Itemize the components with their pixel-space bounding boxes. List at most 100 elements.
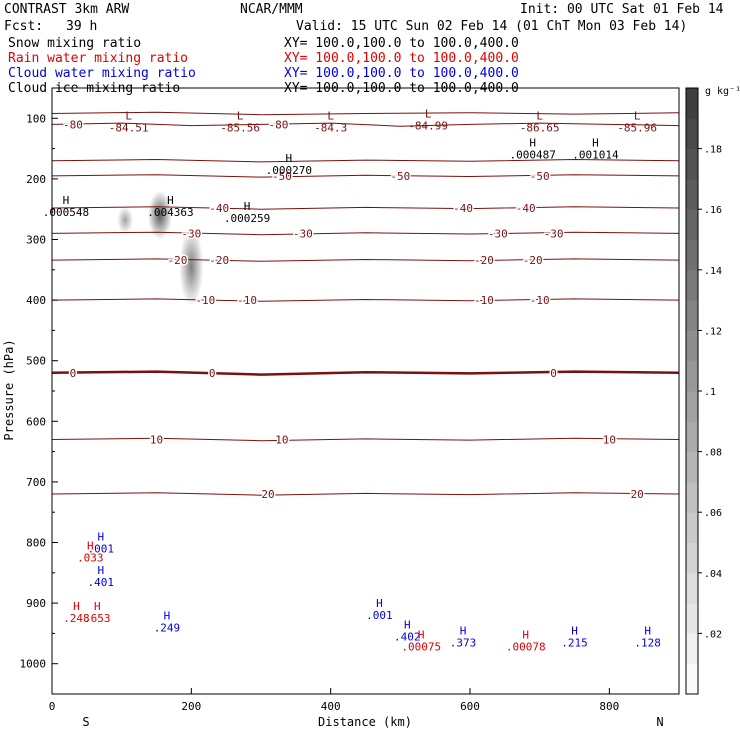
init-time: Init: 00 UTC Sat 01 Feb 14 — [520, 2, 724, 17]
field-name-snow: Snow mixing ratio — [8, 36, 142, 51]
x-axis-label: Distance (km) — [318, 715, 412, 729]
temp-contour-8 — [52, 370, 679, 376]
colorbar-tick-label: .12 — [704, 326, 722, 337]
temp-contour-5 — [52, 231, 679, 236]
x-tick-label: 400 — [321, 700, 341, 713]
forecast-label: Fcst: — [4, 19, 44, 34]
cloud-water-extremum-value: .001 — [366, 609, 393, 622]
colorbar-tick-label: .04 — [704, 569, 722, 580]
x-tick-label: 200 — [181, 700, 201, 713]
field-name-rain: Rain water mixing ratio — [8, 51, 189, 66]
temp-contour-label: -40 — [516, 202, 536, 215]
rain-extremum-value: .00078 — [506, 641, 546, 654]
temp-contour-label: 0 — [70, 367, 77, 380]
temp-contour-label: -30 — [293, 227, 313, 240]
rain-extremum-value: .248 — [63, 612, 90, 625]
colorbar-segment — [686, 118, 698, 150]
colorbar-segment — [686, 209, 698, 240]
temp-contour-label: -20 — [523, 254, 543, 267]
y-tick-label: 100 — [26, 112, 46, 125]
temp-extremum-marker: L — [425, 108, 432, 121]
ice-extremum-marker: H — [529, 137, 536, 150]
snow-shade-0 — [117, 206, 134, 234]
temperature-contours: -80 -80 -50 -50 -50 -40 -40 -40 -30 -30 -30 -30 -20 -… — [52, 111, 679, 503]
temp-contour-label: -30 — [488, 227, 508, 240]
temp-contour-label: 10 — [275, 433, 288, 446]
field-name-cloud-water: Cloud water mixing ratio — [8, 66, 196, 81]
model-title: CONTRAST 3km ARW — [4, 2, 130, 17]
cloud-water-extremum-marker: H — [164, 609, 171, 622]
axes: 0 200 400 600 800100200300400500600700800900… — [20, 87, 619, 713]
rain-extremum-marker: H — [87, 540, 94, 553]
field-xy-snow: XY= 100.0,100.0 to 100.0,400.0 — [284, 36, 519, 51]
cloud-water-extremum-marker: H — [404, 618, 411, 631]
temp-contour-label: -10 — [474, 294, 494, 307]
temp-contour-label: -80 — [63, 118, 83, 131]
rain-extremum-marker: H — [73, 600, 80, 613]
colorbar-tick-label: .02 — [704, 629, 722, 640]
temp-contour-label: -10 — [237, 294, 257, 307]
y-tick-label: 1000 — [20, 658, 47, 671]
colorbar-segment — [686, 300, 698, 331]
rain-extremum-value: .653 — [84, 612, 111, 625]
temp-contour-label: -30 — [181, 227, 201, 240]
y-tick-label: 600 — [26, 415, 46, 428]
rain-extremum-value: .033 — [77, 552, 104, 565]
ice-extremum-value: .000270 — [266, 164, 312, 177]
colorbar-segment — [686, 391, 698, 422]
temp-contour-label: -20 — [209, 254, 229, 267]
colorbar-segment — [686, 663, 698, 695]
y-tick-label: 800 — [26, 537, 46, 550]
ice-extremum-marker: H — [592, 137, 599, 150]
extrema-labels: L-84.51L-85.56L-84.3L-84.99L-86.65L-85.9… — [43, 108, 661, 654]
temp-contour-label: 0 — [209, 367, 216, 380]
cloud-water-extremum-marker: H — [460, 624, 467, 637]
ice-extremum-value: .004363 — [147, 206, 193, 219]
temp-contour-6 — [52, 258, 679, 262]
cloud-water-extremum-marker: H — [97, 531, 104, 544]
temp-contour-10 — [52, 492, 679, 496]
temp-contour-label: -50 — [390, 170, 410, 183]
temp-contour-label: 10 — [150, 433, 163, 446]
cloud-water-extremum-marker: H — [644, 624, 651, 637]
cloud-water-extremum-marker: H — [97, 564, 104, 577]
temp-contour-label: -80 — [268, 118, 288, 131]
cloud-water-extremum-value: .001 — [88, 543, 115, 556]
temp-contour-label: 10 — [603, 433, 616, 446]
cloud-water-extremum-value: .401 — [88, 576, 115, 589]
y-tick-label: 700 — [26, 476, 46, 489]
colorbar-segment — [686, 512, 698, 543]
colorbar-segment — [686, 148, 698, 180]
temp-contour-label: 20 — [631, 488, 644, 501]
temp-extremum-marker: L — [634, 109, 641, 122]
ice-extremum-marker: H — [244, 200, 251, 213]
colorbar-tick-label: .14 — [704, 266, 722, 277]
cloud-water-extremum-marker: H — [376, 597, 383, 610]
org-label: NCAR/MMM — [240, 2, 303, 17]
colorbar-segment — [686, 421, 698, 453]
temp-extremum-value: -85.56 — [220, 121, 260, 134]
y-axis-label: Pressure (hPa) — [2, 339, 16, 440]
colorbar-segment — [686, 451, 698, 483]
y-tick-label: 900 — [26, 597, 46, 610]
cloud-water-extremum-value: .215 — [561, 636, 588, 649]
snow-shading — [117, 191, 204, 307]
temp-contour-7 — [52, 298, 679, 302]
ice-extremum-value: .000487 — [510, 149, 556, 162]
temp-contour-0 — [52, 122, 679, 127]
x-tick-label: 0 — [49, 700, 56, 713]
colorbar-segment — [686, 360, 698, 392]
x-tick-label: 600 — [460, 700, 480, 713]
colorbar-tick-label: .1 — [704, 387, 716, 398]
snow-shade-1 — [147, 191, 172, 240]
colorbar-segment — [686, 330, 698, 362]
colorbar-segment — [686, 239, 698, 271]
colorbar-segment — [686, 572, 698, 604]
colorbar-tick-label: .18 — [704, 145, 722, 156]
ice-extremum-value: .000259 — [224, 212, 270, 225]
temp-contour-label: -20 — [167, 254, 187, 267]
x-end-label: N — [656, 715, 663, 729]
colorbar-segment — [686, 633, 698, 665]
ice-extremum-marker: H — [167, 194, 174, 207]
